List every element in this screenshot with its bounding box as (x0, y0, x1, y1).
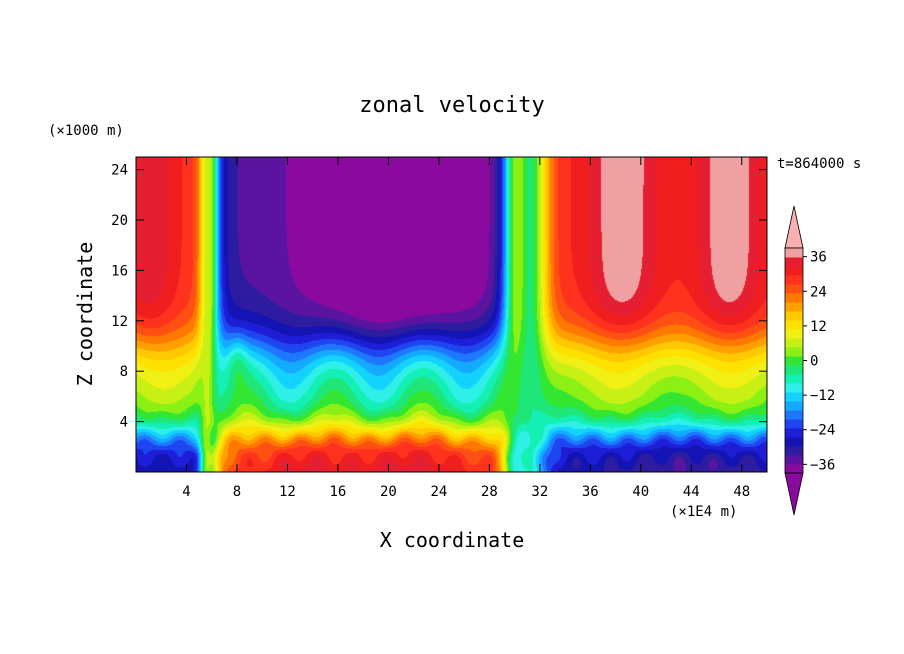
y-tick-label: 8 (120, 364, 128, 380)
plot-frame (135, 156, 768, 473)
colorbar-swatch (785, 293, 803, 303)
colorbar-tick-label: 0 (810, 354, 818, 370)
colorbar-extend-high (784, 205, 804, 249)
colorbar-swatch (785, 329, 803, 339)
y-tick-label: 16 (111, 263, 128, 279)
y-axis-label: Z coordinate (73, 242, 97, 387)
colorbar-swatch (785, 356, 803, 366)
colorbar-extend-low (784, 472, 804, 516)
colorbar-swatch (785, 419, 803, 429)
x-tick-label: 8 (233, 484, 241, 500)
colorbar-swatch (785, 428, 803, 438)
colorbar-swatch (785, 383, 803, 393)
x-tick-label: 36 (582, 484, 599, 500)
chart-title: zonal velocity (359, 93, 544, 118)
x-tick-label: 40 (632, 484, 649, 500)
colorbar-swatch (785, 257, 803, 267)
colorbar-tick-label: −24 (810, 423, 835, 439)
colorbar-swatch (785, 455, 803, 465)
time-label: t=864000 s (777, 156, 861, 172)
x-tick-label: 4 (182, 484, 190, 500)
colorbar-swatch (785, 302, 803, 312)
colorbar-swatch (785, 284, 803, 294)
colorbar-swatch (785, 365, 803, 375)
y-tick-label: 4 (120, 415, 128, 431)
colorbar: 36 24 12 0 −12 −24 −36 (784, 205, 835, 516)
x-tick-label: 20 (380, 484, 397, 500)
colorbar-tick-label: 12 (810, 319, 827, 335)
x-axis-label: X coordinate (380, 528, 525, 552)
colorbar-swatch (785, 374, 803, 384)
y-tick-label: 24 (111, 163, 128, 179)
colorbar-swatch (785, 266, 803, 276)
x-tick-label: 16 (329, 484, 346, 500)
colorbar-swatch (785, 392, 803, 402)
x-tick-label: 24 (430, 484, 447, 500)
colorbar-swatch (785, 446, 803, 456)
colorbar-swatch (785, 338, 803, 348)
y-tick-label: 12 (111, 314, 128, 330)
colorbar-tick-label: −36 (810, 457, 835, 473)
heatmap-field (136, 157, 767, 472)
colorbar-swatch (785, 464, 803, 474)
colorbar-swatch (785, 347, 803, 357)
colorbar-swatch (785, 320, 803, 330)
x-unit-label: (×1E4 m) (670, 504, 737, 520)
colorbar-swatch (785, 410, 803, 420)
x-tick-label: 32 (531, 484, 548, 500)
colorbar-swatch (785, 275, 803, 285)
colorbar-swatch (785, 437, 803, 447)
x-tick-label: 28 (481, 484, 498, 500)
colorbar-swatch (785, 311, 803, 321)
colorbar-tick-label: 24 (810, 284, 827, 300)
x-tick-label: 48 (733, 484, 750, 500)
heatmap-image (136, 157, 767, 472)
colorbar-tick-label: 36 (810, 250, 827, 266)
x-tick-label: 12 (279, 484, 296, 500)
colorbar-swatch (785, 248, 803, 258)
colorbar-tick-label: −12 (810, 388, 835, 404)
x-tick-label: 44 (683, 484, 700, 500)
y-unit-label: (×1000 m) (48, 123, 124, 139)
colorbar-swatch (785, 401, 803, 411)
y-tick-label: 20 (111, 213, 128, 229)
y-axis: 4 8 12 16 20 24 (111, 163, 767, 431)
x-axis: 4 8 12 16 20 24 28 32 36 40 44 48 (182, 157, 750, 500)
